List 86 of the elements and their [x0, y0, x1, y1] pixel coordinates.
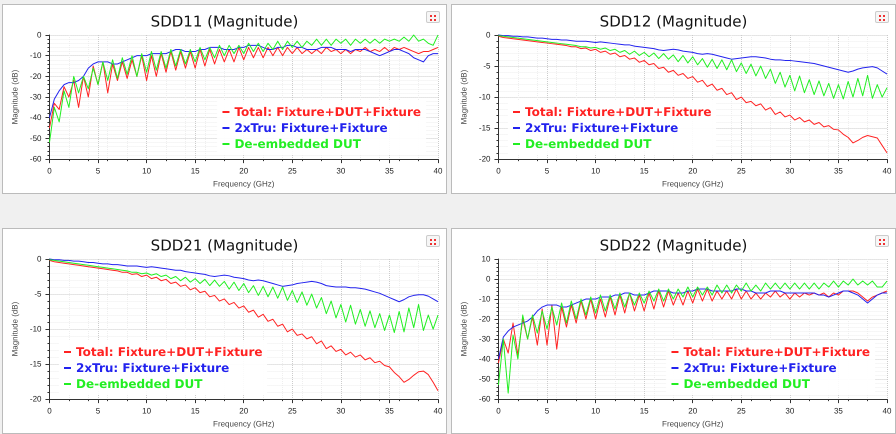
- legend-label: De-embedded DUT: [683, 377, 811, 391]
- legend-label: 2xTru: Fixture+Fixture: [234, 121, 388, 135]
- y-tick-label: -10: [30, 324, 42, 334]
- y-axis-title: Magnitude (dB): [10, 301, 20, 356]
- x-tick-label: 25: [288, 406, 298, 416]
- y-tick-label: -10: [30, 51, 42, 60]
- legend-label: De-embedded DUT: [525, 137, 652, 151]
- x-tick-label: 25: [736, 406, 746, 416]
- y-tick-label: -5: [34, 290, 42, 299]
- legend-label: 2xTru: Fixture+Fixture: [525, 121, 678, 135]
- x-tick-label: 40: [434, 406, 443, 416]
- x-tick-label: 25: [736, 166, 746, 176]
- x-tick-label: 35: [834, 166, 844, 176]
- x-tick-label: 10: [591, 166, 601, 176]
- x-tick-label: 20: [239, 406, 249, 416]
- x-tick-label: 40: [882, 166, 892, 176]
- x-tick-label: 15: [190, 166, 200, 176]
- y-tick-label: -60: [478, 394, 492, 404]
- y-tick-label: -60: [30, 154, 42, 164]
- x-axis-title: Frequency (GHz): [213, 420, 275, 428]
- y-tick-label: 0: [37, 30, 42, 40]
- x-tick-label: 0: [496, 406, 502, 416]
- x-tick-label: 35: [384, 406, 394, 416]
- y-tick-label: 0: [37, 254, 42, 264]
- x-axis-title: Frequency (GHz): [213, 180, 275, 188]
- x-axis-title: Frequency (GHz): [662, 180, 724, 188]
- y-tick-label: -50: [30, 134, 42, 143]
- x-tick-label: 15: [640, 406, 650, 416]
- y-tick-label: -50: [478, 374, 492, 384]
- y-tick-label: -10: [478, 92, 492, 102]
- y-tick-label: -30: [478, 334, 492, 344]
- x-tick-label: 0: [47, 166, 52, 176]
- x-tick-label: 5: [544, 406, 550, 416]
- legend-label: 2xTru: Fixture+Fixture: [683, 361, 837, 375]
- x-tick-label: 10: [142, 406, 152, 416]
- x-tick-label: 15: [190, 406, 200, 416]
- y-axis-title: Magnitude (dB): [460, 301, 468, 356]
- x-tick-label: 20: [239, 166, 249, 176]
- line-series: [498, 278, 888, 394]
- legend-label: Total: Fixture+DUT+Fixture: [234, 105, 422, 119]
- legend-label: Total: Fixture+DUT+Fixture: [683, 345, 870, 359]
- legend-label: De-embedded DUT: [234, 137, 362, 151]
- y-tick-label: -20: [30, 394, 42, 404]
- y-axis-title: Magnitude (dB): [10, 69, 20, 124]
- y-tick-label: -40: [30, 113, 42, 122]
- x-tick-label: 5: [544, 166, 550, 176]
- y-tick-label: -20: [478, 154, 492, 164]
- chart-title: SDD12 (Magnitude): [600, 12, 748, 30]
- y-tick-label: -5: [483, 62, 491, 71]
- x-tick-label: 30: [785, 166, 795, 176]
- x-tick-label: 40: [434, 166, 443, 176]
- y-tick-label: -15: [478, 124, 492, 133]
- y-tick-label: -30: [30, 92, 42, 102]
- x-tick-label: 25: [288, 166, 298, 176]
- chart-title: SDD21 (Magnitude): [150, 236, 298, 254]
- y-tick-label: -20: [478, 314, 492, 324]
- x-tick-label: 0: [496, 166, 502, 176]
- legend-label: Total: Fixture+DUT+Fixture: [525, 105, 712, 119]
- y-tick-label: -10: [478, 294, 492, 304]
- chart-title: SDD22 (Magnitude): [600, 236, 748, 254]
- legend-label: Total: Fixture+DUT+Fixture: [76, 345, 263, 359]
- x-tick-label: 35: [834, 406, 844, 416]
- x-tick-label: 30: [336, 406, 346, 416]
- y-tick-label: 0: [486, 274, 492, 284]
- legend-label: De-embedded DUT: [76, 377, 204, 391]
- chart-title: SDD11 (Magnitude): [150, 12, 298, 30]
- x-tick-label: 5: [96, 406, 101, 416]
- x-tick-label: 20: [688, 406, 698, 416]
- x-tick-label: 10: [591, 406, 601, 416]
- x-tick-label: 30: [785, 406, 795, 416]
- y-tick-label: 10: [482, 254, 492, 264]
- x-tick-label: 10: [142, 166, 152, 176]
- y-tick-label: -20: [30, 72, 42, 81]
- x-tick-label: 30: [336, 166, 346, 176]
- x-tick-label: 40: [882, 406, 892, 416]
- x-tick-label: 0: [47, 406, 52, 416]
- x-tick-label: 35: [384, 166, 394, 176]
- legend-label: 2xTru: Fixture+Fixture: [76, 361, 230, 375]
- y-tick-label: 0: [486, 30, 492, 40]
- x-tick-label: 5: [96, 166, 101, 176]
- y-axis-title: Magnitude (dB): [460, 69, 468, 124]
- x-tick-label: 15: [640, 166, 650, 176]
- x-axis-title: Frequency (GHz): [662, 420, 724, 428]
- y-tick-label: -40: [478, 354, 492, 364]
- y-tick-label: -15: [30, 360, 42, 369]
- x-tick-label: 20: [688, 166, 698, 176]
